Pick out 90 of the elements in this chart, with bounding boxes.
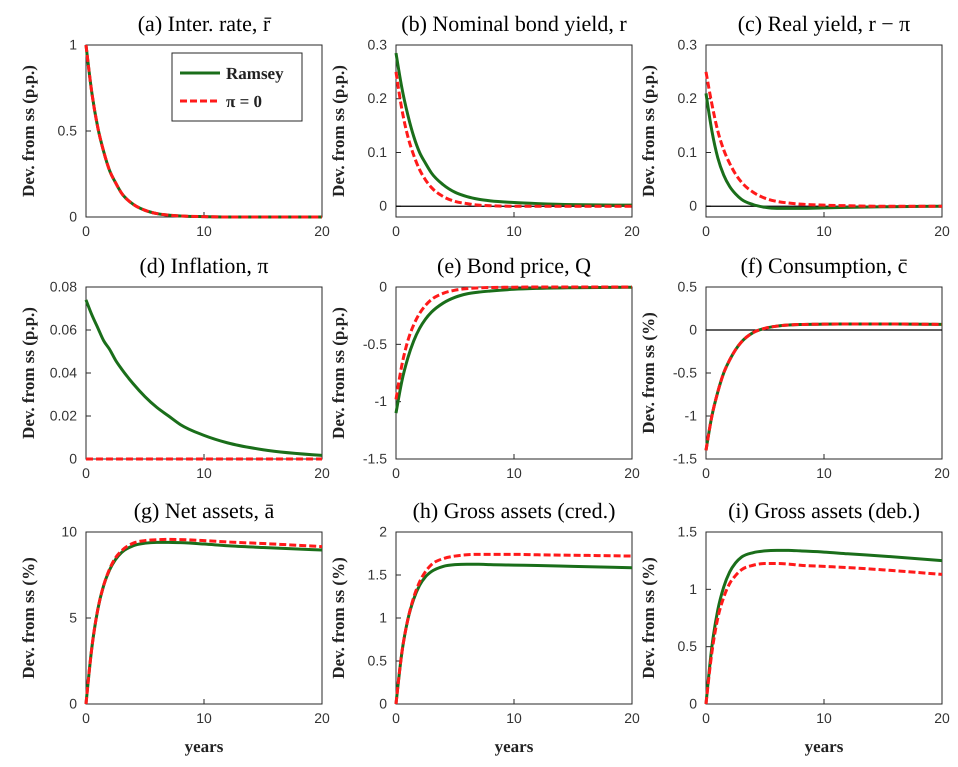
- x-tick-label: 10: [816, 710, 832, 726]
- x-axis-title: years: [184, 737, 224, 756]
- y-tick-label: 0: [69, 450, 78, 466]
- chart-title: (b) Nominal bond yield, r: [401, 11, 628, 36]
- x-tick-label: 20: [934, 222, 950, 239]
- y-tick-label: 0.2: [368, 90, 388, 106]
- y-axis-title: Dev. from ss (%): [19, 557, 38, 679]
- x-tick-label: 0: [392, 710, 400, 726]
- y-tick-label: 0.5: [678, 278, 698, 294]
- chart-title: (h) Gross assets (cred.): [412, 498, 616, 523]
- y-tick-label: 0.3: [678, 36, 698, 52]
- y-tick-label: 0: [689, 198, 698, 214]
- x-tick-label: 10: [196, 222, 212, 239]
- y-tick-label: 0.2: [678, 90, 698, 106]
- y-tick-label: 0: [379, 278, 388, 294]
- chart-title: (c) Real yield, r − π: [738, 11, 910, 36]
- x-tick-label: 10: [816, 464, 832, 481]
- y-tick-label: 1: [379, 609, 388, 626]
- y-axis-title: Dev. from ss (p.p.): [19, 65, 38, 197]
- y-tick-label: 0: [69, 208, 78, 224]
- y-tick-label: 0.1: [368, 144, 388, 160]
- chart-title: (a) Inter. rate, r̄: [138, 11, 272, 36]
- y-axis-title: Dev. from ss (%): [639, 557, 658, 679]
- x-tick-label: 0: [392, 464, 400, 481]
- y-tick-label: 0.5: [678, 638, 698, 654]
- y-axis-title: Dev. from ss (p.p.): [329, 307, 348, 439]
- x-tick-label: 20: [314, 464, 330, 481]
- line-series: [704, 70, 944, 208]
- y-tick-label: 0: [689, 321, 698, 338]
- x-axis-title: years: [804, 737, 844, 756]
- x-tick-label: 20: [314, 222, 330, 239]
- x-tick-label: 10: [506, 464, 522, 481]
- chart-title: (g) Net assets, ā: [134, 498, 274, 523]
- chart-title: (d) Inflation, π: [139, 253, 269, 278]
- line-series: [704, 322, 944, 452]
- chart-title: (i) Gross assets (deb.): [728, 498, 920, 523]
- x-tick-label: 10: [816, 222, 832, 239]
- y-tick-label: 0.08: [50, 278, 78, 294]
- x-tick-label: 0: [82, 464, 90, 481]
- y-tick-label: 1: [689, 580, 698, 597]
- y-tick-label: 0.02: [50, 407, 78, 424]
- x-tick-label: 10: [506, 710, 522, 726]
- y-tick-label: -0.5: [672, 364, 698, 380]
- x-axis-title: years: [494, 737, 534, 756]
- x-tick-label: 0: [392, 222, 400, 239]
- y-tick-label: -1: [374, 393, 388, 410]
- y-axis-title: Dev. from ss (%): [639, 312, 658, 434]
- legend-label: π = 0: [226, 92, 262, 111]
- y-tick-label: 10: [61, 523, 78, 540]
- x-tick-label: 10: [196, 464, 212, 481]
- x-tick-label: 0: [702, 710, 710, 726]
- x-tick-label: 20: [624, 464, 640, 481]
- line-series: [84, 298, 324, 457]
- y-tick-label: -0.5: [362, 336, 388, 352]
- x-tick-label: 20: [934, 710, 950, 726]
- chart-title: (e) Bond price, Q: [437, 253, 592, 278]
- y-tick-label: 0: [379, 695, 388, 712]
- y-tick-label: 0.5: [368, 652, 388, 668]
- y-tick-label: 0.5: [58, 122, 78, 138]
- y-tick-label: 0: [69, 695, 78, 712]
- chart-title: (f) Consumption, c̄: [740, 253, 908, 278]
- x-tick-label: 0: [702, 222, 710, 239]
- y-tick-label: 2: [379, 523, 388, 540]
- x-tick-label: 10: [506, 222, 522, 239]
- x-tick-label: 20: [934, 464, 950, 481]
- x-tick-label: 20: [314, 710, 330, 726]
- y-tick-label: 0.06: [50, 321, 78, 338]
- x-tick-label: 10: [196, 710, 212, 726]
- y-axis-title: Dev. from ss (p.p.): [639, 65, 658, 197]
- y-axis-title: Dev. from ss (p.p.): [19, 307, 38, 439]
- y-axis-title: Dev. from ss (p.p.): [329, 65, 348, 197]
- y-tick-label: -1: [684, 407, 698, 424]
- x-tick-label: 20: [624, 710, 640, 726]
- y-tick-label: 0.1: [678, 144, 698, 160]
- y-tick-label: 0: [689, 695, 698, 712]
- x-tick-label: 20: [624, 222, 640, 239]
- y-axis-title: Dev. from ss (%): [329, 557, 348, 679]
- y-tick-label: 0: [379, 198, 388, 214]
- y-tick-label: 5: [69, 609, 78, 626]
- y-tick-label: 1.5: [678, 523, 698, 540]
- y-tick-label: 0.04: [50, 364, 78, 380]
- x-tick-label: 0: [82, 222, 90, 239]
- y-tick-label: 1.5: [368, 566, 388, 582]
- y-tick-label: 1: [69, 36, 78, 52]
- y-tick-label: 0.3: [368, 36, 388, 52]
- x-tick-label: 0: [82, 710, 90, 726]
- x-tick-label: 0: [702, 464, 710, 481]
- legend-label: Ramsey: [226, 64, 284, 83]
- y-tick-label: -1.5: [672, 450, 698, 466]
- y-tick-label: -1.5: [362, 450, 388, 466]
